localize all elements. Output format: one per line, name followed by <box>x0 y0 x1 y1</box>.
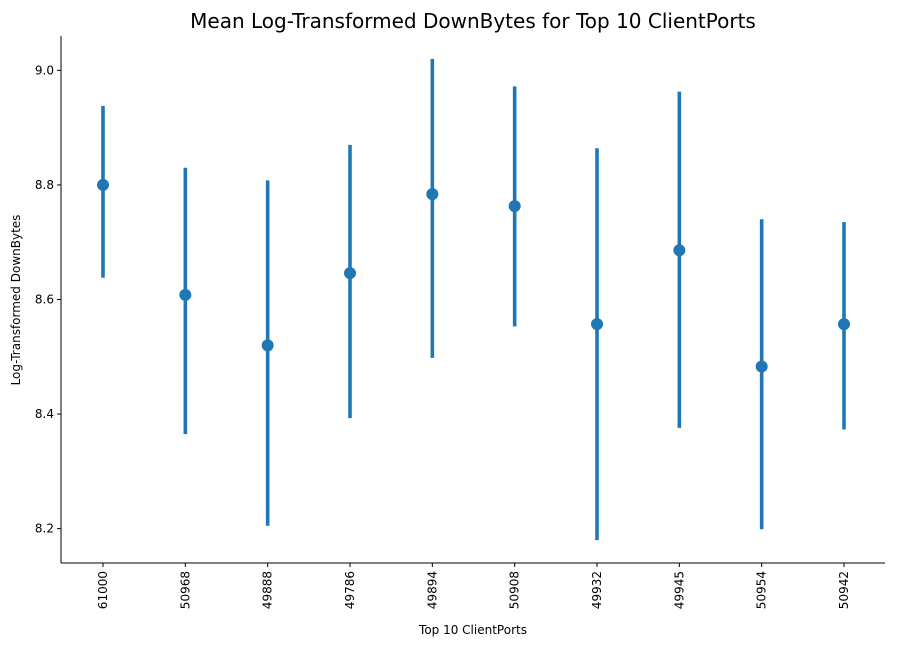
y-tick-label: 8.4 <box>35 407 54 421</box>
x-tick-label: 49932 <box>590 571 604 609</box>
mean-point <box>261 339 274 352</box>
x-tick-label: 50908 <box>508 571 522 609</box>
mean-point <box>508 200 521 213</box>
mean-point <box>673 244 686 257</box>
x-axis-ticks: 61000 50968 49888 49786 49894 50908 49932 49945… <box>96 563 851 609</box>
y-tick-label: 8.6 <box>35 293 54 307</box>
mean-point <box>344 267 356 280</box>
x-tick-label: 50942 <box>837 571 851 609</box>
mean-point <box>755 360 768 373</box>
y-tick-label: 8.2 <box>35 522 54 536</box>
x-tick-label: 49945 <box>672 571 686 609</box>
y-tick-label: 8.8 <box>35 178 54 192</box>
x-tick-label: 49786 <box>343 571 357 609</box>
y-tick-label: 9.0 <box>35 63 54 77</box>
x-tick-label: 49888 <box>261 571 275 609</box>
x-axis-label: Top 10 ClientPorts <box>418 623 527 637</box>
mean-point <box>97 178 109 191</box>
plot-area <box>97 58 850 541</box>
x-tick-label: 61000 <box>96 571 110 609</box>
y-axis-ticks: 8.2 8.4 8.6 8.8 9.0 <box>35 63 61 536</box>
mean-point <box>591 318 603 331</box>
y-axis-label: Log-Transformed DownBytes <box>9 215 23 386</box>
x-tick-label: 50954 <box>755 571 769 609</box>
mean-point <box>838 318 850 331</box>
x-tick-label: 50968 <box>178 571 192 609</box>
x-tick-label: 49894 <box>425 571 439 609</box>
mean-point <box>426 188 439 201</box>
mean-point <box>179 288 192 301</box>
chart-title: Mean Log-Transformed DownBytes for Top 1… <box>190 9 756 33</box>
